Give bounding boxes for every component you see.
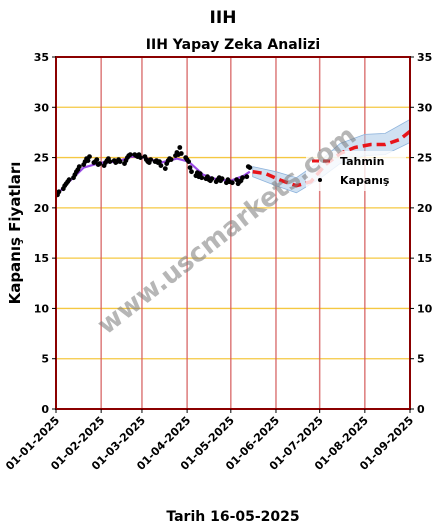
y-tick-label-right-0: 0 [417, 403, 425, 416]
actual-point-1 [56, 189, 62, 195]
x-ticks: 01-01-202501-02-202501-03-202501-04-2025… [3, 409, 416, 473]
actual-point-16 [87, 154, 92, 160]
legend-forecast-label: Tahmin [340, 155, 384, 168]
y-ticks-right: 0 5 10 15 20 25 30 35 [410, 51, 433, 416]
y-tick-label-left-7: 35 [34, 51, 49, 64]
legend-box [306, 151, 406, 191]
actual-point-85 [229, 180, 235, 186]
actual-point-61 [178, 151, 184, 156]
y-tick-label-left-1: 5 [41, 353, 49, 366]
actual-point-52 [162, 166, 168, 172]
actual-point-81 [219, 176, 225, 182]
actual-point-70 [197, 171, 203, 177]
actual-point-15 [85, 158, 91, 164]
y-ticks-left: 0 5 10 15 20 25 30 35 [34, 51, 56, 416]
plot-border [55, 56, 411, 410]
y-tick-label-right-7: 35 [417, 51, 432, 64]
plot-frame [55, 56, 411, 410]
actual-point-6 [66, 177, 72, 183]
actual-point-91 [244, 174, 250, 180]
actual-point-76 [209, 176, 215, 182]
actual-point-56 [168, 157, 174, 163]
actual-point-65 [187, 165, 193, 171]
actual-point-46 [148, 157, 154, 163]
actual-point-60 [177, 145, 183, 150]
y-tick-label-right-5: 25 [417, 152, 432, 165]
y-tick-label-left-6: 30 [34, 101, 50, 114]
actual-point-21 [97, 161, 103, 167]
actual-point-50 [157, 159, 162, 165]
chart-title: IIH Yapay Zeka Analizi [146, 37, 320, 53]
actual-point-66 [189, 169, 194, 175]
actual-point-51 [158, 163, 164, 169]
legend-actual-label: Kapanış [340, 174, 390, 187]
y-tick-label-left-0: 0 [41, 403, 49, 416]
legend-actual-swatch [318, 178, 322, 182]
actual-point-93 [247, 165, 253, 171]
y-tick-label-left-4: 20 [34, 202, 50, 215]
y-axis-label: Kapanış Fiyatları [6, 162, 24, 305]
legend: Tahmin Kapanış [306, 151, 406, 191]
y-tick-label-right-4: 20 [417, 202, 433, 215]
y-tick-label-left-3: 15 [34, 252, 49, 265]
y-tick-label-left-2: 10 [34, 302, 50, 315]
page-title: IIH [210, 8, 237, 28]
actual-point-26 [107, 159, 113, 165]
plot-area [56, 57, 410, 409]
y-tick-label-left-5: 25 [34, 152, 49, 165]
actual-point-90 [240, 175, 245, 181]
plot-background [56, 57, 410, 409]
actual-point-19 [94, 157, 100, 163]
actual-point-64 [186, 159, 192, 165]
y-tick-label-right-2: 10 [417, 302, 433, 315]
y-tick-label-right-1: 5 [417, 353, 425, 366]
y-tick-label-right-6: 30 [417, 101, 433, 114]
actual-point-11 [76, 164, 82, 170]
actual-point-31 [117, 159, 123, 165]
y-tick-label-right-3: 15 [417, 252, 432, 265]
x-axis-label: Tarih 16-05-2025 [166, 509, 299, 525]
actual-point-36 [127, 152, 133, 158]
actual-point-41 [138, 155, 143, 161]
actual-point-71 [199, 175, 205, 181]
